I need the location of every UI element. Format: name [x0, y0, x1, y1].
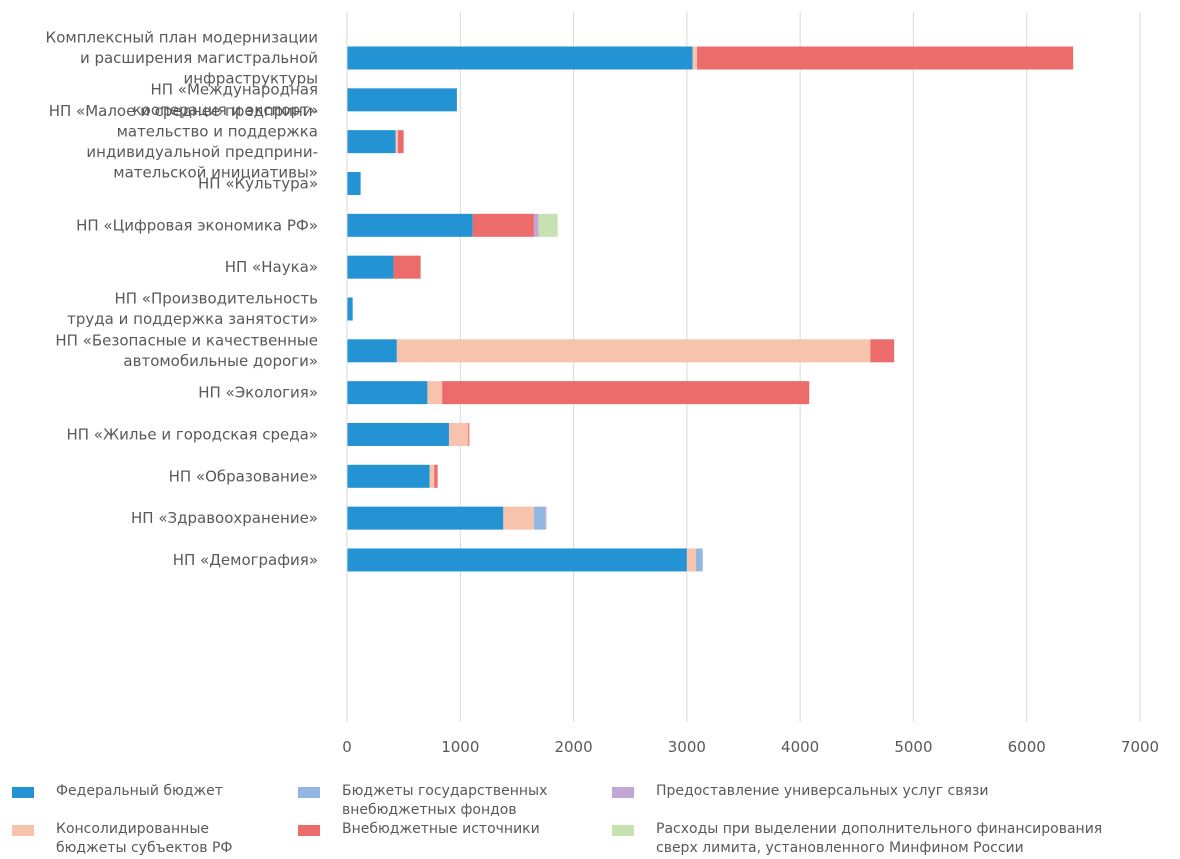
legend-swatch: [298, 787, 320, 798]
chart-legend: Федеральный бюджет Консолидированные бюдж…: [0, 776, 1180, 856]
category-label: НП «Безопасные и качественные автомобильн…: [55, 332, 318, 371]
category-label: Комплексный план модернизации и расширени…: [46, 29, 318, 88]
legend-item: Предоставление универсальных услуг связи: [612, 782, 988, 801]
legend-item: Консолидированные бюджеты субъектов РФ: [12, 820, 232, 858]
category-label: НП «Цифровая экономика РФ»: [76, 216, 318, 234]
bar-segment: [347, 381, 428, 405]
category-label: НП «Экология»: [198, 384, 318, 402]
bar-segment: [347, 255, 394, 279]
bar-segment: [347, 422, 449, 446]
x-tick-label: 4000: [781, 738, 819, 756]
bar-segment: [472, 213, 534, 237]
legend-swatch: [12, 825, 34, 836]
bar-segment: [434, 464, 438, 488]
category-label: НП «Культура»: [198, 174, 318, 192]
category-label: НП «Образование»: [169, 467, 318, 485]
category-label: НП «Здравоохранение»: [131, 509, 318, 527]
bar-segment: [347, 213, 473, 237]
bar-segment: [692, 46, 698, 70]
legend-item: Расходы при выделении дополнительного фи…: [612, 820, 1102, 858]
legend-item: Бюджеты государственных внебюджетных фон…: [298, 782, 547, 820]
bar-segment: [545, 506, 547, 530]
bar-chart: 0 1000 2000 3000 4000 5000 6000 7000 Комплексный…: [46, 12, 1159, 756]
category-label: НП «Международная кооперация и экспорт»: [133, 81, 318, 120]
x-tick-label: 3000: [668, 738, 706, 756]
bar-segment: [347, 130, 396, 154]
bar-segment: [347, 297, 353, 321]
legend-label: Бюджеты государственных внебюджетных фон…: [342, 783, 548, 818]
bar-segment: [429, 464, 435, 488]
category-label: НП «Производительность труда и поддержка …: [67, 290, 318, 329]
bar-segment: [538, 213, 558, 237]
bar-segment: [695, 548, 703, 572]
bar-segment: [442, 381, 810, 405]
x-tick-label: 2000: [554, 738, 592, 756]
legend-item: Внебюджетные источники: [298, 820, 540, 839]
x-tick-label: 6000: [1008, 738, 1046, 756]
category-label: НП «Жилье и городская среда»: [66, 425, 318, 443]
bar-segment: [533, 506, 546, 530]
bar-segment: [347, 548, 687, 572]
legend-swatch: [612, 787, 634, 798]
bar-segment: [347, 88, 457, 112]
legend-label: Предоставление универсальных услуг связи: [656, 783, 989, 799]
bar-segment: [427, 381, 443, 405]
legend-swatch: [612, 825, 634, 836]
bar-segment: [347, 171, 361, 195]
bar-segment: [396, 339, 871, 363]
bar-segment: [397, 130, 404, 154]
category-label: НП «Малое и среднее предприни-мательство…: [49, 102, 318, 182]
x-tick-label: 1000: [441, 738, 479, 756]
legend-swatch: [12, 787, 34, 798]
category-label: НП «Наука»: [225, 258, 318, 276]
bar-segment: [347, 464, 430, 488]
bar-segment: [870, 339, 895, 363]
legend-label: Федеральный бюджет: [56, 783, 223, 799]
legend-label: Расходы при выделении дополнительного фи…: [656, 821, 1103, 856]
legend-item: Федеральный бюджет: [12, 782, 223, 801]
category-label: НП «Демография»: [173, 551, 318, 569]
legend-label: Консолидированные бюджеты субъектов РФ: [56, 821, 233, 856]
x-tick-label: 7000: [1121, 738, 1159, 756]
bar-segment: [697, 46, 1074, 70]
bar-segment: [468, 422, 470, 446]
legend-label: Внебюджетные источники: [342, 821, 540, 837]
bar-segment: [347, 506, 504, 530]
bar-segment: [395, 130, 398, 154]
bar-segment: [393, 255, 421, 279]
bar-segment: [503, 506, 534, 530]
bar-segment: [448, 422, 469, 446]
bar-segment: [347, 46, 693, 70]
x-tick-label: 5000: [894, 738, 932, 756]
bar-segment: [347, 339, 397, 363]
bar-segment: [533, 213, 539, 237]
legend-swatch: [298, 825, 320, 836]
x-tick-label: 0: [342, 738, 352, 756]
bar-segment: [686, 548, 696, 572]
